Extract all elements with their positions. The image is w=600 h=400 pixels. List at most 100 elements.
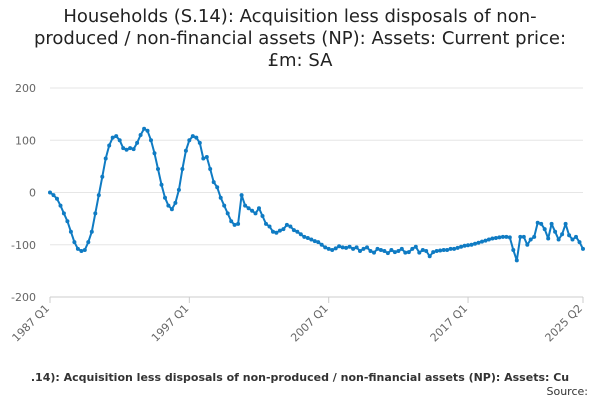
data-point (434, 249, 439, 253)
data-point (563, 221, 568, 226)
data-point (337, 244, 342, 249)
data-point (142, 126, 147, 131)
data-point (382, 249, 387, 253)
data-point (163, 195, 167, 200)
data-point (55, 196, 59, 201)
data-point (445, 248, 450, 252)
data-point (239, 193, 244, 198)
data-point (431, 250, 436, 255)
data-point (365, 245, 369, 250)
data-point (86, 240, 91, 245)
data-point (396, 249, 401, 253)
data-point (138, 133, 143, 137)
data-point (232, 222, 237, 227)
data-point (277, 228, 282, 233)
y-tick-label: 0 (29, 187, 36, 200)
data-point (570, 237, 575, 242)
data-point (326, 246, 331, 251)
y-tick-label: 100 (15, 134, 36, 147)
data-point (145, 128, 150, 133)
data-point (103, 156, 108, 161)
data-point (79, 249, 84, 253)
data-point (271, 229, 275, 234)
data-point (542, 227, 547, 232)
data-point (211, 180, 216, 185)
data-point (309, 237, 314, 242)
data-point (455, 245, 460, 250)
data-point (476, 240, 481, 245)
data-point (420, 248, 425, 252)
data-point (169, 207, 174, 212)
data-point (410, 246, 415, 251)
data-point (581, 246, 585, 251)
x-tick-label: 2007 Q1 (288, 302, 331, 345)
chart-title: Households (S.14): Acquisition less disp… (34, 6, 566, 71)
data-point (351, 246, 356, 251)
data-point (215, 185, 220, 190)
data-point (385, 251, 390, 256)
y-axis: 200 100 0 -100 -200 (11, 82, 36, 304)
data-points (48, 126, 585, 263)
data-point (504, 234, 509, 239)
data-point (532, 234, 537, 239)
data-point (427, 254, 432, 259)
data-point (131, 147, 136, 152)
data-point (180, 167, 185, 171)
data-point (469, 242, 474, 247)
data-point (176, 187, 181, 192)
data-point (358, 249, 362, 253)
data-point (117, 138, 122, 143)
x-tick-label: 2017 Q1 (428, 302, 471, 345)
chart-title-line: Households (S.14): Acquisition less disp… (63, 6, 536, 27)
data-point (535, 220, 540, 225)
data-point (490, 236, 495, 241)
data-point (166, 203, 171, 208)
data-point (441, 248, 446, 252)
data-point (208, 167, 213, 171)
y-tick-label: -200 (11, 291, 36, 304)
data-point (291, 228, 296, 233)
data-point (375, 246, 380, 251)
data-point (121, 146, 126, 151)
data-point (486, 237, 491, 242)
data-point (68, 229, 73, 234)
data-point (424, 249, 429, 253)
data-point (173, 200, 178, 205)
data-point (75, 246, 80, 251)
data-point (372, 250, 376, 255)
data-point (250, 208, 255, 213)
x-tick-label: 1987 Q1 (10, 302, 53, 345)
data-point (243, 203, 248, 208)
data-point (546, 236, 551, 241)
data-point (222, 203, 227, 208)
source-label: Source: (547, 385, 589, 398)
data-point (229, 219, 234, 224)
data-point (281, 227, 286, 232)
data-point (577, 240, 582, 245)
chart-title-line: £m: SA (268, 50, 334, 71)
data-point (100, 174, 105, 179)
data-point (288, 224, 293, 229)
data-point (316, 240, 321, 245)
x-tick-label: 1997 Q1 (149, 302, 192, 345)
data-point (156, 167, 160, 171)
data-point (330, 248, 335, 252)
data-point (560, 232, 565, 237)
data-point (368, 249, 373, 253)
data-point (511, 248, 516, 252)
data-point (567, 233, 572, 238)
data-point (312, 239, 317, 244)
data-point (473, 241, 477, 246)
data-point (500, 234, 505, 239)
data-point (556, 237, 561, 242)
data-point (274, 230, 279, 235)
data-point (264, 221, 268, 226)
gridlines (50, 87, 583, 298)
data-point (507, 235, 512, 240)
data-point (295, 229, 300, 234)
data-point (58, 203, 63, 208)
data-point (152, 151, 157, 156)
data-point (378, 248, 383, 252)
data-point (438, 248, 443, 253)
